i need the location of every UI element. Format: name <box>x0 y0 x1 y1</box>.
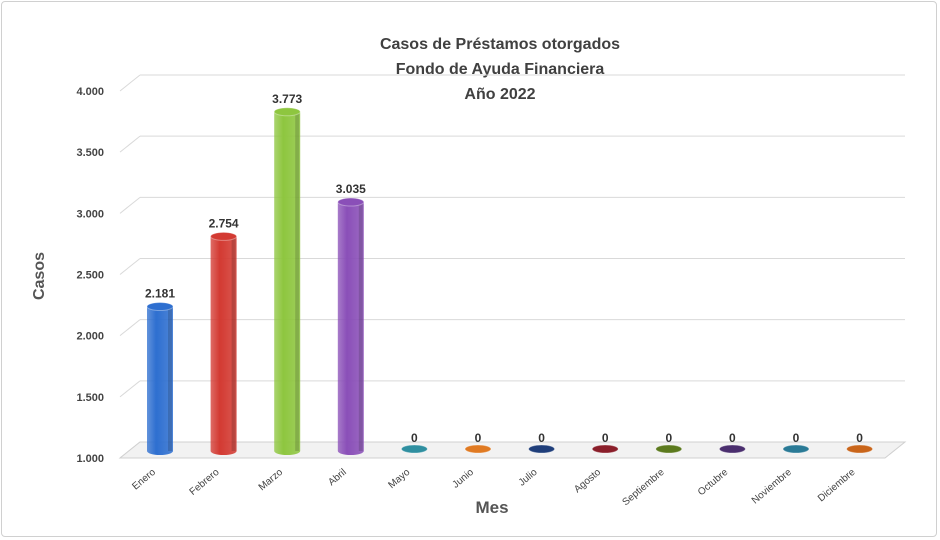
x-tick-label: Noviembre <box>750 467 794 507</box>
x-tick-label: Junio <box>451 467 477 491</box>
data-label: 2.181 <box>145 287 175 301</box>
x-tick-label: Febrero <box>188 467 222 498</box>
x-tick-label: Enero <box>130 467 158 493</box>
bar-body <box>274 111 301 456</box>
bar-top <box>337 197 365 207</box>
x-tick-label: Marzo <box>257 467 286 494</box>
bar-top <box>400 444 428 454</box>
y-tick-label: 1.000 <box>76 453 104 465</box>
bar-octubre <box>718 444 746 454</box>
bar-junio <box>464 444 492 454</box>
bar-body <box>147 306 173 455</box>
data-label: 0 <box>475 431 482 445</box>
bar-agosto <box>591 444 619 454</box>
x-tick-label: Diciembre <box>816 467 858 505</box>
chart-title-line-2: Fondo de Ayuda Financiera <box>395 61 605 78</box>
bar-top <box>210 231 238 241</box>
bar-marzo <box>273 107 301 456</box>
gridline-diagonal <box>119 258 141 275</box>
gridline-diagonal <box>119 380 141 398</box>
data-label: 0 <box>793 431 800 445</box>
x-axis-label: Mes <box>475 498 508 517</box>
y-tick-label: 1.500 <box>76 392 104 404</box>
bar-top <box>273 107 301 117</box>
bar-top <box>846 444 874 454</box>
data-label: 3.773 <box>272 92 302 106</box>
y-tick-label: 2.500 <box>76 270 104 282</box>
bar-top <box>591 444 619 454</box>
x-tick-label: Agosto <box>572 467 603 496</box>
bar-septiembre <box>655 444 683 454</box>
data-label: 0 <box>856 431 863 445</box>
data-label: 0 <box>538 431 545 445</box>
x-tick-label: Abril <box>326 467 348 488</box>
bar-top <box>782 444 810 454</box>
data-label: 2.754 <box>209 216 239 230</box>
bar-top <box>718 444 746 454</box>
data-label: 0 <box>411 431 418 445</box>
bar-enero <box>146 302 174 455</box>
gridline-diagonal <box>119 196 141 214</box>
y-tick-label: 3.000 <box>76 208 104 220</box>
bar-top <box>528 444 556 454</box>
x-tick-label: Octubre <box>696 467 731 499</box>
data-label: 0 <box>729 431 736 445</box>
x-tick-label: Julio <box>517 467 540 489</box>
bar-top <box>655 444 683 454</box>
y-axis-label: Casos <box>31 252 48 300</box>
data-label: 0 <box>602 431 609 445</box>
bar-mayo <box>400 444 428 454</box>
chart-title-line-1: Casos de Préstamos otorgados <box>379 36 621 53</box>
gridline-diagonal <box>119 319 141 337</box>
bar-top <box>464 444 492 454</box>
bar-top <box>146 302 174 312</box>
bar-body <box>337 202 364 455</box>
bar-febrero <box>210 231 238 455</box>
x-tick-label: Mayo <box>387 467 413 491</box>
data-label: 0 <box>665 431 672 445</box>
x-tick-label: Septiembre <box>620 467 667 509</box>
y-tick-label: 2.000 <box>76 331 104 343</box>
bar-julio <box>528 444 556 454</box>
bar-diciembre <box>846 444 874 454</box>
y-tick-label: 3.500 <box>76 147 104 159</box>
gridline-diagonal <box>119 135 141 153</box>
data-label: 3.035 <box>336 182 366 196</box>
chart-title-line-3: Año 2022 <box>464 86 536 103</box>
y-tick-label: 4.000 <box>76 86 104 98</box>
gridline-diagonal <box>119 74 141 92</box>
bar-noviembre <box>782 444 810 454</box>
chart-floor <box>118 441 907 459</box>
bar-abril <box>337 197 365 455</box>
bar-body <box>210 236 237 455</box>
